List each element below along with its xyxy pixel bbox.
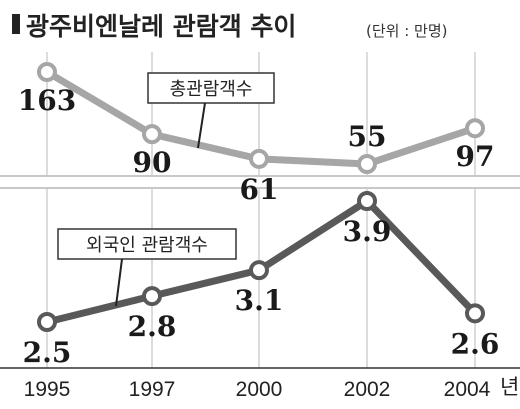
foreign-visitors-value-label-2: 3.1 xyxy=(235,284,284,317)
x-tick-label-2002: 2002 xyxy=(344,378,391,401)
total-visitors-value-label-4: 97 xyxy=(456,140,495,173)
total-visitors-point-2 xyxy=(249,148,269,169)
total-visitors-point-1 xyxy=(142,124,162,145)
total-visitors-point-0 xyxy=(37,62,57,82)
foreign-visitors-point-3 xyxy=(357,191,377,211)
legend-total-label: 총관람객수 xyxy=(170,79,253,100)
legend-foreign-label: 외국인 관람객수 xyxy=(86,235,208,256)
x-axis-ticks: 1995 1997 2000 2002 2004 년 xyxy=(24,376,520,401)
chart-title: 광주비엔날레 관람객 추이 xyxy=(26,12,296,41)
chart-unit: (단위 : 만명) xyxy=(366,22,448,40)
total-visitors-value-label-3: 55 xyxy=(348,120,387,153)
total-visitors-point-4 xyxy=(465,118,485,139)
legend-total-pointer xyxy=(197,102,206,149)
axis-break-band xyxy=(0,175,520,189)
foreign-visitors-point-0 xyxy=(37,312,57,332)
total-visitors-point-3 xyxy=(357,154,377,174)
total-visitors-value-label-0: 163 xyxy=(18,84,76,117)
foreign-visitors-value-label-0: 2.5 xyxy=(23,336,72,369)
x-tick-label-2000: 2000 xyxy=(236,378,283,401)
total-visitors-value-label-2: 61 xyxy=(240,173,279,206)
foreign-visitors-point-4 xyxy=(465,303,485,324)
x-axis-unit-label: 년 xyxy=(500,376,519,399)
x-tick-label-2004: 2004 xyxy=(444,378,491,401)
x-tick-label-1997: 1997 xyxy=(129,378,176,401)
x-tick-label-1995: 1995 xyxy=(24,378,71,401)
total-visitors-value-label-1: 90 xyxy=(133,146,172,179)
series-total-visitors: 163 90 61 55 97 xyxy=(18,62,495,206)
foreign-visitors-point-2 xyxy=(249,260,269,281)
series-foreign-visitors: 2.5 2.8 3.1 3.9 2.6 xyxy=(23,191,500,369)
foreign-visitors-point-1 xyxy=(142,286,162,307)
foreign-visitors-value-label-1: 2.8 xyxy=(128,310,177,343)
legend-foreign-box xyxy=(57,228,237,260)
legend-total-box xyxy=(147,72,275,104)
title-marker-icon xyxy=(12,14,20,34)
lower-gridlines xyxy=(46,188,476,368)
foreign-visitors-value-label-3: 3.9 xyxy=(343,215,392,248)
legend-foreign-pointer xyxy=(115,258,123,307)
foreign-visitors-value-label-4: 2.6 xyxy=(451,327,500,360)
legend-foreign-visitors: 외국인 관람객수 xyxy=(57,228,237,307)
legend-total-visitors: 총관람객수 xyxy=(147,72,275,149)
